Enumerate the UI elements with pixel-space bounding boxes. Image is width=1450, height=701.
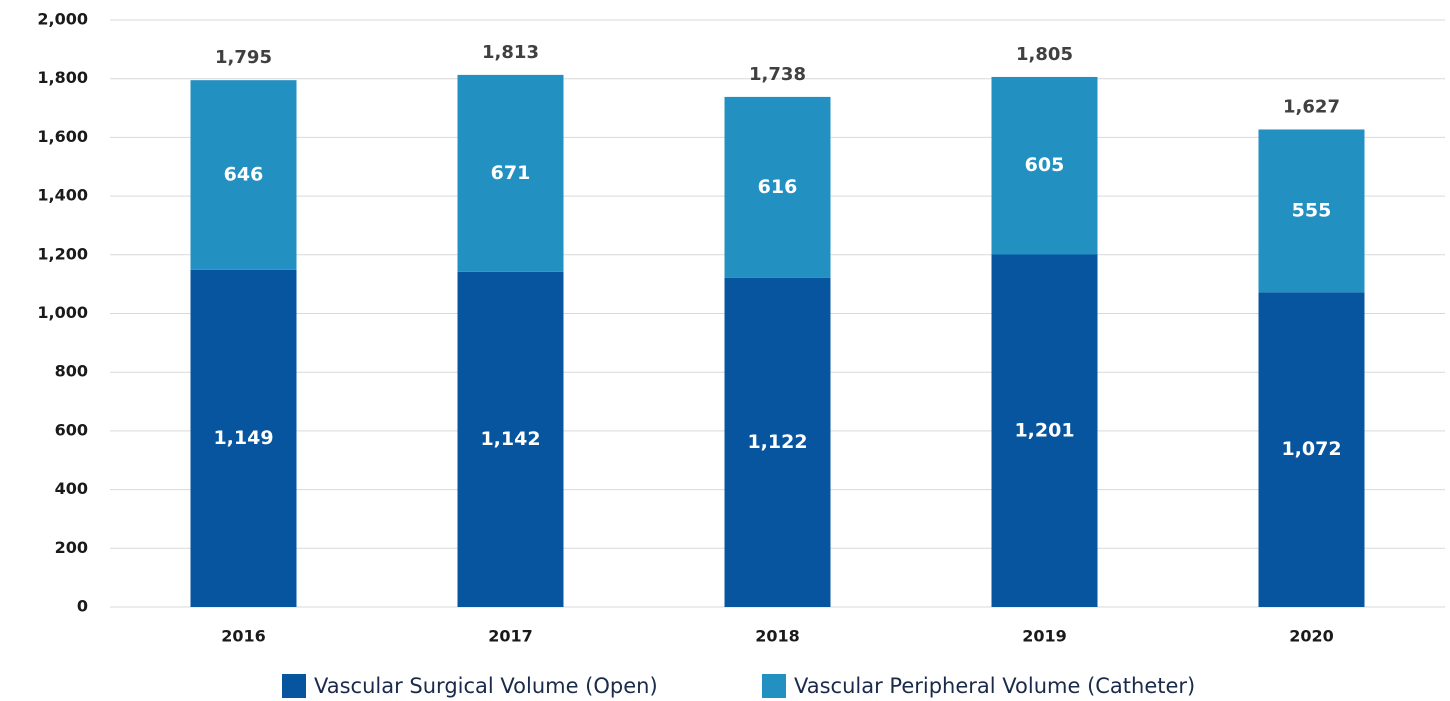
y-tick-label: 200: [55, 538, 88, 557]
total-label: 1,795: [215, 47, 272, 68]
data-label: 1,149: [213, 427, 273, 449]
y-tick-label: 1,400: [37, 186, 88, 205]
data-label: 646: [224, 163, 264, 185]
x-tick-label: 2019: [1022, 627, 1067, 646]
y-tick-label: 1,200: [37, 244, 88, 263]
x-tick-label: 2017: [488, 627, 533, 646]
y-tick-label: 800: [55, 362, 88, 381]
x-tick-label: 2020: [1289, 627, 1334, 646]
legend-label: Vascular Peripheral Volume (Catheter): [794, 674, 1195, 698]
legend-swatch: [762, 674, 786, 698]
bar-segment: [457, 271, 564, 607]
y-tick-label: 1,800: [37, 68, 88, 87]
bar-segment: [1258, 292, 1365, 607]
y-tick-label: 400: [55, 479, 88, 498]
y-tick-label: 1,600: [37, 127, 88, 146]
total-label: 1,805: [1016, 44, 1073, 65]
data-label: 1,122: [747, 431, 807, 453]
legend-label: Vascular Surgical Volume (Open): [314, 674, 658, 698]
data-label: 605: [1025, 154, 1065, 176]
data-label: 555: [1292, 199, 1332, 221]
bar-segment: [1258, 129, 1365, 293]
y-tick-label: 2,000: [37, 10, 88, 29]
y-tick-label: 0: [77, 597, 88, 616]
data-label: 1,142: [480, 428, 540, 450]
bar-segment: [724, 277, 831, 607]
y-tick-label: 1,000: [37, 303, 88, 322]
legend-swatch: [282, 674, 306, 698]
bar-segment: [190, 80, 297, 270]
bar-segment: [457, 74, 564, 272]
y-tick-label: 600: [55, 420, 88, 439]
data-label: 616: [758, 176, 798, 198]
data-label: 671: [491, 162, 531, 184]
total-label: 1,813: [482, 42, 539, 63]
bar-segment: [991, 76, 1098, 255]
data-label: 1,201: [1014, 419, 1074, 441]
bar-segment: [190, 269, 297, 607]
x-tick-label: 2018: [755, 627, 800, 646]
data-label: 1,072: [1281, 438, 1341, 460]
x-tick-label: 2016: [221, 627, 266, 646]
bar-segment: [724, 96, 831, 278]
bar-segment: [991, 254, 1098, 607]
total-label: 1,738: [749, 64, 806, 85]
total-label: 1,627: [1283, 96, 1340, 117]
